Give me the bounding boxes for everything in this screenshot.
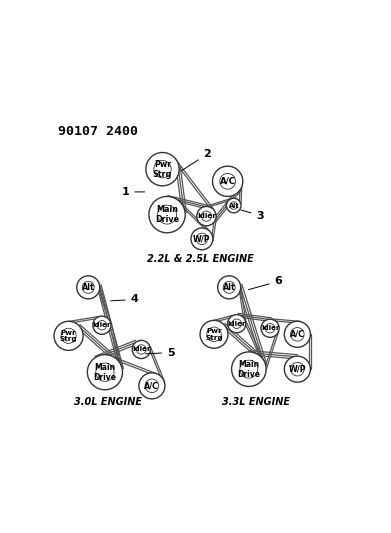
Circle shape — [291, 362, 304, 376]
Circle shape — [240, 360, 258, 378]
Text: 3.0L ENGINE: 3.0L ENGINE — [74, 397, 142, 407]
Circle shape — [284, 356, 310, 382]
Circle shape — [226, 198, 241, 213]
Circle shape — [207, 327, 221, 342]
Circle shape — [197, 206, 216, 226]
Circle shape — [145, 379, 159, 393]
Text: Idler: Idler — [228, 321, 246, 327]
Circle shape — [201, 211, 212, 221]
Text: W/P: W/P — [289, 365, 306, 374]
Circle shape — [61, 328, 76, 343]
Text: W/P: W/P — [193, 235, 211, 244]
Text: 1: 1 — [122, 187, 145, 197]
Text: Main
Drive: Main Drive — [155, 205, 179, 224]
Text: Idler: Idler — [132, 346, 151, 352]
Circle shape — [136, 345, 146, 354]
Circle shape — [149, 197, 185, 233]
Text: Idler: Idler — [261, 325, 279, 331]
Text: Idler: Idler — [197, 213, 216, 219]
Circle shape — [87, 354, 122, 390]
Text: Idler: Idler — [93, 322, 111, 328]
Circle shape — [213, 166, 243, 197]
Circle shape — [54, 321, 83, 350]
Circle shape — [218, 276, 241, 299]
Circle shape — [231, 352, 266, 386]
Circle shape — [228, 314, 246, 333]
Text: 2.2L & 2.5L ENGINE: 2.2L & 2.5L ENGINE — [147, 254, 254, 263]
Circle shape — [261, 319, 279, 337]
Text: Pwr
Strg: Pwr Strg — [153, 160, 172, 179]
Circle shape — [96, 363, 114, 381]
Text: 2: 2 — [181, 149, 211, 171]
Circle shape — [230, 202, 237, 209]
Text: 6: 6 — [249, 276, 283, 289]
Circle shape — [82, 281, 94, 293]
Circle shape — [265, 324, 275, 333]
Text: 5: 5 — [145, 348, 175, 358]
Circle shape — [291, 328, 304, 341]
Circle shape — [200, 320, 228, 348]
Text: Main
Drive: Main Drive — [237, 360, 260, 378]
Text: A/C: A/C — [144, 381, 160, 390]
Text: Alt: Alt — [228, 203, 239, 208]
Text: Alt: Alt — [223, 283, 235, 292]
Circle shape — [77, 276, 100, 299]
Circle shape — [139, 373, 165, 399]
Text: Pwr
Strg: Pwr Strg — [205, 328, 223, 341]
Text: Pwr
Strg: Pwr Strg — [60, 329, 77, 342]
Circle shape — [191, 228, 213, 250]
Text: Main
Drive: Main Drive — [93, 363, 117, 382]
Text: 3.3L ENGINE: 3.3L ENGINE — [222, 397, 291, 407]
Text: A/C: A/C — [290, 330, 305, 339]
Circle shape — [284, 321, 310, 348]
Circle shape — [146, 152, 179, 186]
Text: 90107 2400: 90107 2400 — [58, 125, 138, 138]
Circle shape — [97, 320, 107, 330]
Circle shape — [158, 205, 176, 224]
Circle shape — [93, 316, 111, 334]
Text: 4: 4 — [111, 295, 138, 304]
Text: A/C: A/C — [220, 177, 236, 186]
Circle shape — [223, 281, 235, 293]
Circle shape — [154, 160, 171, 178]
Circle shape — [232, 319, 242, 328]
Text: 3: 3 — [241, 210, 264, 221]
Circle shape — [220, 173, 235, 189]
Circle shape — [196, 233, 208, 245]
Text: Alt: Alt — [82, 283, 95, 292]
Circle shape — [132, 341, 151, 359]
